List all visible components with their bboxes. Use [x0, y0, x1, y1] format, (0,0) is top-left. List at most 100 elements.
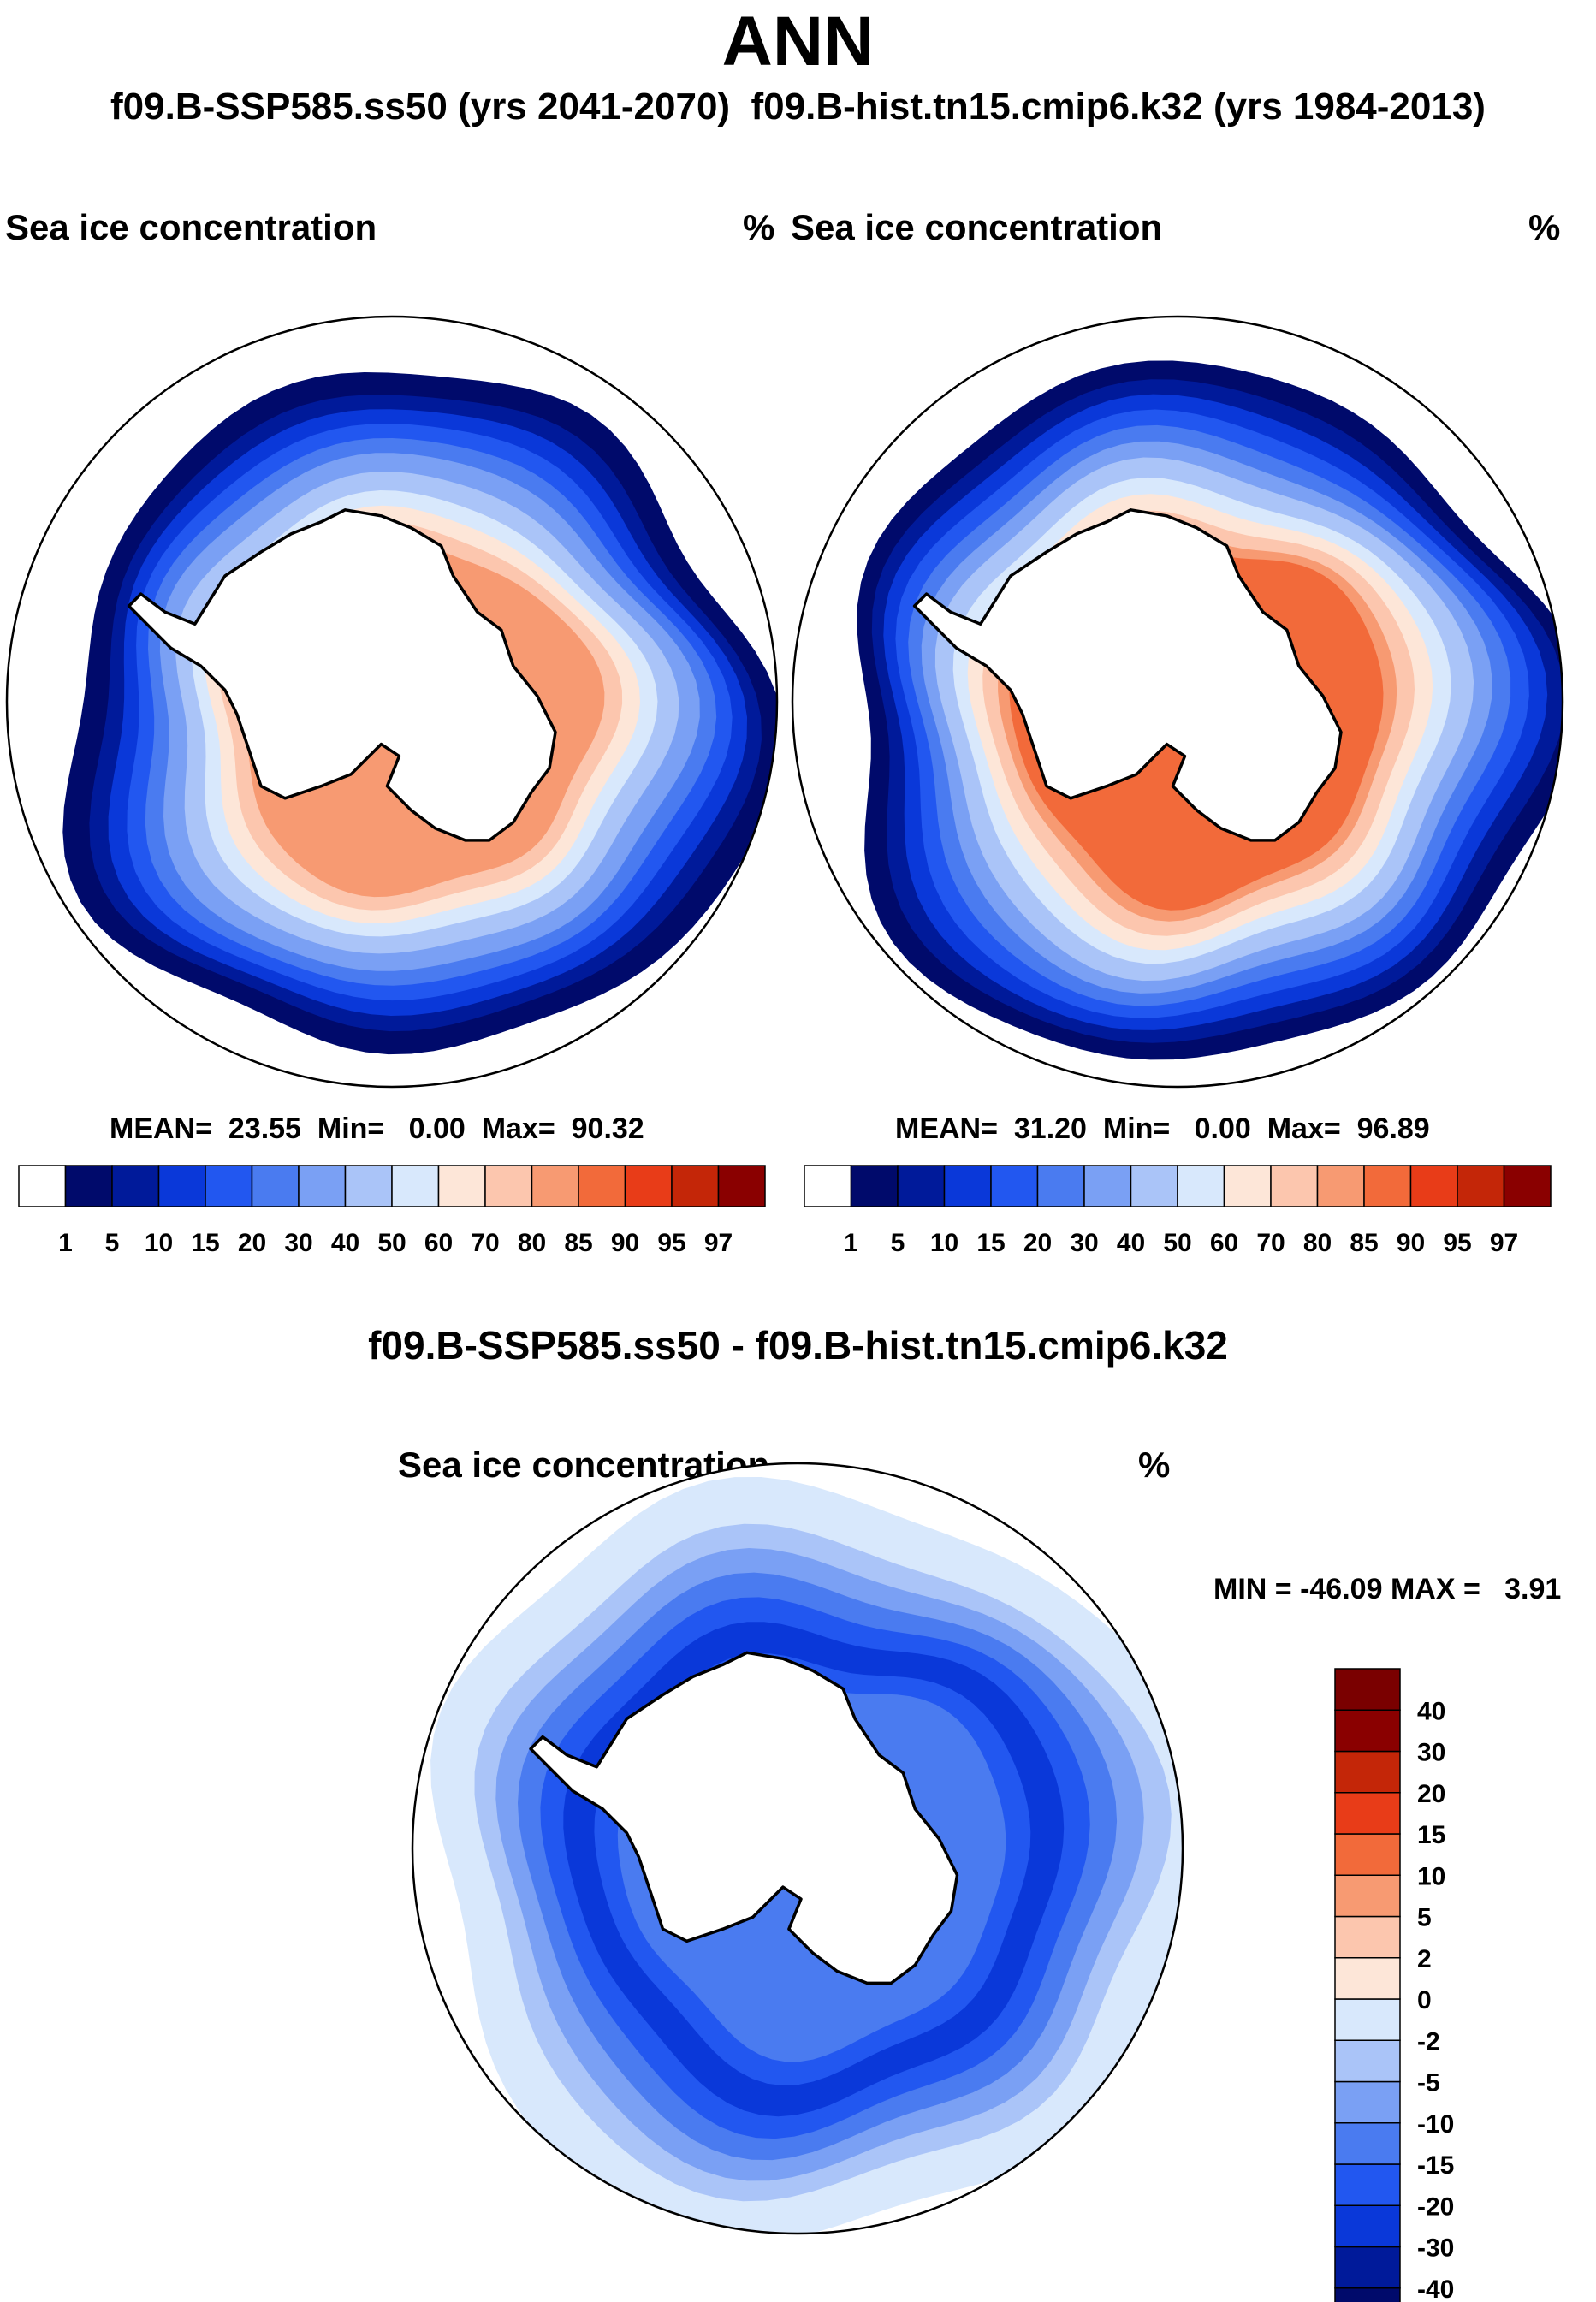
diff-colorbar-label: 15	[1417, 1821, 1445, 1849]
diff-colorbar-label: -40	[1417, 2275, 1454, 2302]
diff-colorbar-box	[1334, 1915, 1401, 1959]
left-colorbar-box	[157, 1165, 206, 1207]
left-colorbar-box	[205, 1165, 253, 1207]
diff-colorbar-box	[1334, 2080, 1401, 2124]
right-colorbar-box	[850, 1165, 899, 1207]
right-min-value: 0.00	[1194, 1112, 1251, 1145]
left-colorbar-label: 40	[331, 1229, 359, 1257]
left-colorbar-box	[391, 1165, 440, 1207]
left-colorbar-label: 30	[284, 1229, 312, 1257]
diff-colorbar-label: -2	[1417, 2027, 1440, 2056]
left-stats: MEAN= 23.55 Min= 0.00 Max= 90.32	[110, 1112, 644, 1146]
left-colorbar-label: 15	[191, 1229, 219, 1257]
diff-colorbar-label: -15	[1417, 2151, 1454, 2180]
diff-colorbar-box	[1334, 2204, 1401, 2248]
right-mean-value: 31.20	[1013, 1112, 1087, 1145]
right-colorbar-box	[1363, 1165, 1412, 1207]
right-colorbar-box	[804, 1165, 852, 1207]
left-mean-value: 23.55	[228, 1112, 301, 1145]
left-colorbar-box	[624, 1165, 673, 1207]
right-colorbar-label: 85	[1350, 1229, 1378, 1257]
diff-colorbar-label: 0	[1417, 1986, 1432, 2014]
right-colorbar-box	[897, 1165, 946, 1207]
left-colorbar-label: 5	[105, 1229, 120, 1257]
left-min-label: Min=	[317, 1112, 385, 1145]
diff-antarctica	[529, 1651, 959, 1985]
left-mean-label: MEAN=	[110, 1112, 212, 1145]
diff-map-border	[411, 1462, 1184, 2235]
left-colorbar-box	[484, 1165, 533, 1207]
diff-min-label: MIN =	[1213, 1573, 1292, 1605]
left-contours	[7, 317, 777, 1087]
right-colorbar-box	[1270, 1165, 1319, 1207]
right-colorbar-label: 15	[976, 1229, 1005, 1257]
right-colorbar-label: 70	[1256, 1229, 1285, 1257]
left-max-label: Max=	[481, 1112, 555, 1145]
right-colorbar: 1 5 10 15 20 30 40 50 60 70 80 85 90 95 97	[804, 1165, 1552, 1257]
right-colorbar-box	[1409, 1165, 1458, 1207]
left-colorbar-box	[531, 1165, 579, 1207]
right-colorbar-box	[1177, 1165, 1225, 1207]
diff-colorbar-box	[1334, 2163, 1401, 2206]
right-colorbar-label: 60	[1210, 1229, 1238, 1257]
diff-panel-unit: %	[1138, 1445, 1171, 1485]
diff-colorbar-label: 40	[1417, 1697, 1445, 1725]
left-colorbar-label: 10	[145, 1229, 173, 1257]
right-colorbar-box	[1316, 1165, 1365, 1207]
right-min-label: Min=	[1102, 1112, 1171, 1145]
diff-colorbar-label: -20	[1417, 2192, 1454, 2221]
diff-colorbar-box	[1334, 1998, 1401, 2041]
left-colorbar-box	[717, 1165, 766, 1207]
left-map-border	[5, 315, 779, 1089]
left-colorbar-box	[344, 1165, 393, 1207]
right-map	[791, 315, 1564, 1089]
left-colorbar-label: 80	[518, 1229, 546, 1257]
left-colorbar: 1 5 10 15 20 30 40 50 60 70 80 85 90 95 97	[18, 1165, 766, 1257]
diff-colorbar-box	[1334, 2122, 1401, 2165]
left-colorbar-label: 85	[564, 1229, 592, 1257]
left-max-value: 90.32	[571, 1112, 644, 1145]
left-colorbar-box	[64, 1165, 113, 1207]
right-map-border	[791, 315, 1564, 1089]
right-colorbar-label: 97	[1490, 1229, 1518, 1257]
right-mean-label: MEAN=	[895, 1112, 998, 1145]
right-panel-title: Sea ice concentration	[791, 207, 1163, 247]
left-colorbar-label: 50	[377, 1229, 406, 1257]
diff-colorbar-label: 2	[1417, 1945, 1432, 1973]
diff-colorbar-box	[1334, 1668, 1401, 1711]
diff-colorbar-label: -10	[1417, 2110, 1454, 2139]
left-colorbar-box	[111, 1165, 160, 1207]
diff-colorbar-box	[1334, 1792, 1401, 1835]
right-colorbar-label: 40	[1117, 1229, 1145, 1257]
page-title: ANN	[721, 3, 875, 80]
diff-colorbar-label: 30	[1417, 1739, 1445, 1767]
left-colorbar-label: 97	[704, 1229, 733, 1257]
diff-colorbar-label: 20	[1417, 1780, 1445, 1808]
right-colorbar-label: 5	[891, 1229, 905, 1257]
diff-colorbar-box	[1334, 1957, 1401, 2000]
diff-max-value: 3.91	[1504, 1573, 1562, 1605]
right-colorbar-label: 90	[1397, 1229, 1425, 1257]
diff-minmax: MIN = -46.09 MAX = 3.91	[1213, 1573, 1561, 1606]
right-stats: MEAN= 31.20 Min= 0.00 Max= 96.89	[895, 1112, 1430, 1146]
diff-map	[411, 1462, 1184, 2235]
right-max-label: Max=	[1267, 1112, 1341, 1145]
left-antarctica	[127, 508, 557, 842]
diff-colorbar-box	[1334, 2287, 1401, 2302]
diff-colorbar-box	[1334, 2039, 1401, 2083]
diff-colorbar-label: -30	[1417, 2234, 1454, 2263]
right-colorbar-label: 50	[1163, 1229, 1191, 1257]
right-colorbar-box	[1503, 1165, 1552, 1207]
right-colorbar-box	[1083, 1165, 1132, 1207]
right-colorbar-box	[1457, 1165, 1505, 1207]
diff-colorbar-box	[1334, 1833, 1401, 1876]
left-colorbar-box	[578, 1165, 626, 1207]
right-antarctica	[912, 508, 1343, 842]
right-colorbar-box	[943, 1165, 992, 1207]
left-colorbar-label: 20	[238, 1229, 266, 1257]
left-colorbar-box	[18, 1165, 67, 1207]
diff-colorbar-label: -5	[1417, 2069, 1440, 2097]
right-contours	[792, 317, 1563, 1087]
left-colorbar-box	[671, 1165, 720, 1207]
